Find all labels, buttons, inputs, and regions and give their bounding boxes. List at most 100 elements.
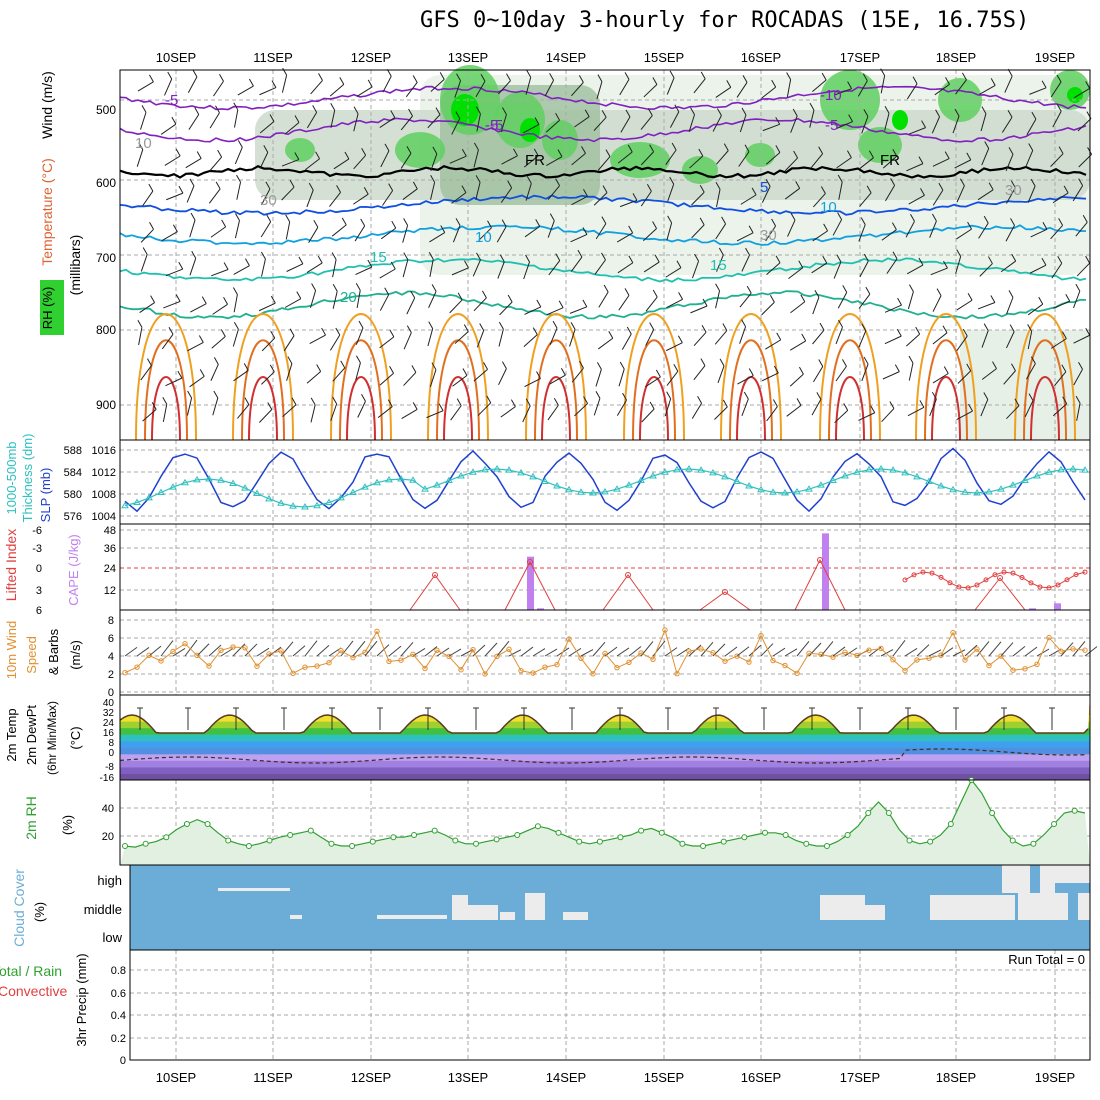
wind-barb [427,328,434,347]
wind-barb [956,410,973,421]
contour-label: 15 [710,257,727,274]
wind-barb-flag [271,80,277,88]
wind-barb-flag [583,189,588,197]
wind-barb [1050,338,1067,349]
wind-speed-marker [1034,661,1040,668]
thickness-marker [697,466,705,473]
cape-tick: 48 [104,525,116,537]
date-label-bottom: 13SEP [448,1070,488,1085]
wind-barb [477,402,492,416]
wind-barb [570,82,584,97]
wind-barb [545,119,560,133]
thickness-marker [1057,465,1065,473]
wind-barb-flag [818,146,824,154]
wind-barb-flag [149,74,154,83]
temp-contour-loop [427,313,489,441]
wind-speed-marker [278,648,284,654]
temp-contour-loop [541,376,571,441]
rh-marker [328,840,335,847]
temp-contour-loop [1023,339,1067,441]
wind-barb-flag [603,284,609,293]
wind-barb-flag [597,74,603,82]
wind-barb-flag [1085,81,1091,89]
thickness-marker [589,489,597,496]
wind-barb [332,291,338,309]
wind-barb [451,192,467,204]
wind-barb [884,335,902,345]
temp-color-band [120,747,1090,755]
rh-tick: 20 [102,831,114,843]
thickness-line [124,468,1086,508]
wind-barb-flag [821,72,827,81]
thickness-marker [385,475,393,483]
wind-barb [377,406,393,419]
wind-barb [356,290,361,309]
wind-speed-marker [182,641,188,647]
cloud-block [1040,865,1055,893]
wind-barb-flag [412,181,418,190]
wind-barb [449,155,467,164]
wind-barb [593,398,601,416]
wind-barb [211,269,229,277]
wind-barb [376,644,390,657]
wind-barb-flag [990,78,996,86]
wind-barb [523,261,530,280]
temp-contour-loop [828,339,872,441]
wind-barb [736,82,748,98]
wind-barb-flag [198,335,204,343]
wind-barb [858,412,875,421]
thickness-marker [313,501,321,509]
temp-contour-loop [1030,376,1060,441]
wind-barb [189,258,197,276]
wind-barb-flag [751,187,757,196]
contour-label: 30 [1005,182,1022,199]
wind-barb [597,156,611,171]
date-label-top: 15SEP [644,50,684,65]
wind-barb [259,87,277,96]
wind-barb-flag [690,107,695,115]
wind-barb [1012,646,1026,657]
wind-barb [784,187,800,200]
wind-barb-flag [536,299,542,308]
wind-barb-flag [289,328,295,336]
cloud-panel: high middle low [84,864,1091,951]
temp-contour-minus5 [119,85,1087,111]
wind-barb [908,127,926,135]
wind-barb [523,334,538,347]
wind-barb [428,291,437,308]
wind-barb-flag [353,106,359,115]
wind-speed-marker [626,659,632,665]
wind-barb [332,367,346,382]
wind-barb [454,80,462,98]
wind-barb-flag [358,320,364,329]
wind-barb [932,158,950,167]
wind-barb-flag [412,402,418,410]
wind-barb [904,648,918,657]
wind-barb-flag [944,151,950,159]
wind-tick: 4 [108,651,114,663]
wind-barb [1006,331,1015,349]
lifted-index-marker [1064,577,1070,583]
wind-barb-flag [457,292,463,301]
wind-barb [1029,87,1047,95]
wind-barb [981,368,997,380]
wind-barb-flag [577,249,583,258]
wind-barb [164,78,173,96]
wind-barb-flag [842,359,847,367]
wind-barb-flag [943,260,948,269]
wind-barb-flag [363,186,369,195]
contour-label: -5 [490,117,503,134]
wind-barb-flag [865,286,871,295]
wind-barb-flag [814,289,820,298]
wind-barb-flag [1057,255,1063,264]
wind-barb [1073,290,1081,309]
lifted-index-marker [625,572,631,578]
date-label-top: 18SEP [936,50,976,65]
wind-barb-flag [861,323,867,332]
wind-barb-flag [967,221,973,230]
wind-barb-flag [1085,328,1091,336]
wind-speed-marker [722,658,728,664]
wind-barb [669,111,680,128]
cloud-block [290,915,302,919]
thickness-marker [973,489,981,496]
